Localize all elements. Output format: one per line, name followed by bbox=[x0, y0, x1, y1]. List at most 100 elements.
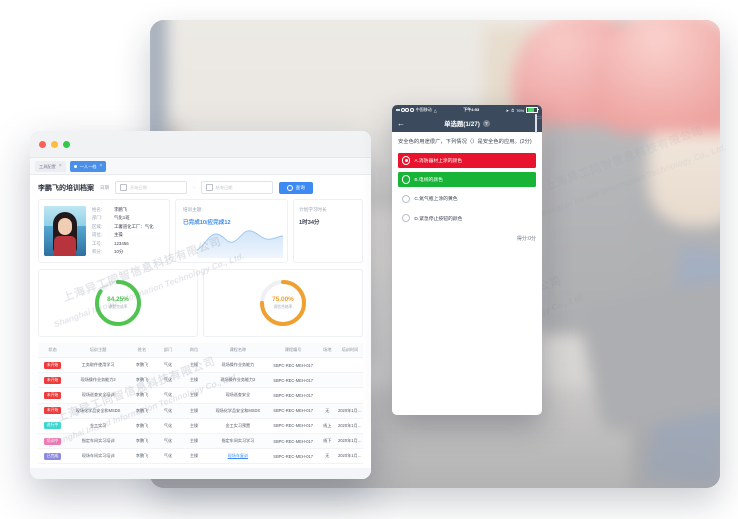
table-row[interactable]: 培训中 指定车间实习培训 李鹏飞 气化 主操 指定车间实习学习 SBPC-REC-MEH-0… bbox=[38, 433, 363, 450]
ring-caption: 课题完成率 bbox=[108, 305, 128, 309]
field-key: 姓名: bbox=[92, 207, 103, 212]
field-key: 岗位: bbox=[92, 232, 103, 238]
topic-label: 培训主题: bbox=[183, 207, 203, 212]
cell-place bbox=[317, 372, 337, 389]
answer-card-icon bbox=[535, 113, 537, 133]
cell-course: 现场巡查安全 bbox=[207, 387, 269, 404]
status-badge: 已完成 bbox=[43, 452, 62, 460]
cell-dept: 气化 bbox=[155, 357, 181, 374]
table-row[interactable]: 已完成 现场车间实习培训 李鹏飞 气化 主操 现场车复训 SBPC-REC-MEH-017 无… bbox=[38, 448, 363, 465]
help-icon[interactable]: ? bbox=[482, 120, 490, 127]
cell-status: 已完成 bbox=[38, 448, 68, 465]
training-table: 状态 培训主题 姓名 部门 岗位 课程名称 课程编号 场地 培训时间 未开始 工务… bbox=[38, 343, 363, 465]
window-maximize-button[interactable] bbox=[63, 140, 70, 148]
cell-topic: 现场操作业务能力2 bbox=[67, 372, 129, 389]
back-arrow-icon[interactable]: ← bbox=[397, 118, 405, 128]
tab-active-dot-icon bbox=[73, 164, 77, 168]
option-d[interactable]: D.紧急停止按钮的颜色 bbox=[398, 211, 536, 226]
th-time[interactable]: 培训时间 bbox=[337, 343, 363, 358]
question-body: 安全色的用途很广，下列情况（）是安全色的应用。(2分) A.消防器材上涂的颜色 … bbox=[392, 132, 542, 248]
tab-close-icon[interactable]: × bbox=[58, 162, 62, 169]
browser-window: 工具配置 × 一人一档 × 李鹏飞的培训档案 日期 开始日期 - bbox=[30, 131, 371, 479]
end-date-input[interactable]: 结束日期 bbox=[200, 181, 273, 194]
cell-status: 培训中 bbox=[38, 433, 68, 450]
course-link[interactable]: 现场车复训 bbox=[227, 453, 249, 459]
cell-dept: 气化 bbox=[155, 418, 181, 434]
radio-icon bbox=[402, 175, 411, 184]
ring-caption: 测验合格率 bbox=[273, 305, 293, 309]
option-b[interactable]: B.电线的颜色 bbox=[398, 172, 536, 188]
th-course[interactable]: 课程名称 bbox=[207, 343, 269, 358]
cell-post: 主操 bbox=[181, 403, 207, 419]
alarm-icon: ⏱ bbox=[511, 107, 515, 113]
option-a[interactable]: A.消防器材上涂的颜色 bbox=[398, 153, 536, 168]
page-body: 李鹏飞的培训档案 日期 开始日期 - 结束日期 查询 bbox=[30, 175, 371, 479]
option-label: A.消防器材上涂的颜色 bbox=[414, 158, 463, 164]
th-code[interactable]: 课程编号 bbox=[268, 343, 318, 358]
cell-code: SBPC-REC-MEH-017 bbox=[268, 403, 318, 419]
cell-topic: 现场巡查安全培训 bbox=[67, 387, 129, 404]
end-date-placeholder: 结束日期 bbox=[215, 184, 233, 190]
cell-course[interactable]: 现场车复训 bbox=[207, 448, 269, 465]
th-place[interactable]: 场地 bbox=[317, 343, 337, 358]
th-name[interactable]: 姓名 bbox=[129, 343, 155, 358]
th-status[interactable]: 状态 bbox=[38, 343, 68, 358]
course-completion-ring: 84.25% 课题完成率 bbox=[92, 277, 144, 329]
table-row[interactable]: 未开始 现场操作业务能力2 李鹏飞 气化 主操 现场操作业务能力2 SBPC-REC-MEH… bbox=[38, 372, 363, 389]
tab-tool-config[interactable]: 工具配置 × bbox=[35, 160, 66, 172]
phone-mockup: 中国移动 △ 下午4:53 ➤ ⏱ 76% ← 单选题(1/27) ? 安全色的… bbox=[392, 105, 542, 415]
answer-card-button[interactable] bbox=[535, 113, 537, 133]
cell-place: 无 bbox=[317, 403, 337, 419]
th-dept[interactable]: 部门 bbox=[155, 343, 181, 358]
cell-post: 主操 bbox=[181, 433, 207, 450]
cell-topic: 工务取件使用学习 bbox=[67, 357, 129, 374]
window-minimize-button[interactable] bbox=[51, 140, 58, 148]
option-c[interactable]: C.氮气瓶上涂的黄色 bbox=[398, 192, 536, 207]
status-badge: 未开始 bbox=[43, 376, 62, 384]
cell-place bbox=[317, 387, 337, 404]
cell-name: 李鹏飞 bbox=[129, 403, 155, 419]
cell-place: 线上 bbox=[317, 418, 337, 434]
cell-time: 2020年1月最终签到记录 bbox=[337, 448, 363, 465]
cell-name: 李鹏飞 bbox=[129, 357, 155, 374]
table-row[interactable]: 未开始 现场化学品安全和MSDS 李鹏飞 气化 主操 现场化学品安全和MSDS SBPC-R… bbox=[38, 403, 363, 419]
cell-time bbox=[337, 372, 363, 389]
cell-code: SBPC-REC-MEH-017 bbox=[268, 433, 318, 450]
signal-icon bbox=[396, 108, 414, 112]
search-icon bbox=[286, 184, 293, 191]
table-row[interactable]: 未开始 现场巡查安全培训 李鹏飞 气化 主操 现场巡查安全 SBPC-REC-MEH-017 bbox=[38, 387, 363, 404]
phone-page-title: 单选题(1/27) bbox=[444, 121, 480, 128]
option-label: B.电线的颜色 bbox=[414, 178, 443, 184]
duration-label: 计划学习时长 bbox=[299, 207, 327, 212]
training-topic-card: 培训主题: 已完成10/应完成12 bbox=[175, 199, 288, 263]
table-row[interactable]: 进行中 金工实习 李鹏飞 气化 主操 金工实习预置 SBPC-REC-MEH-017 线上 20… bbox=[38, 418, 363, 434]
filter-toolbar: 李鹏飞的培训档案 日期 开始日期 - 结束日期 查询 bbox=[30, 175, 371, 199]
option-label: D.紧急停止按钮的颜色 bbox=[414, 216, 463, 222]
tab-one-person-one-file[interactable]: 一人一档 × bbox=[69, 160, 107, 172]
cell-dept: 气化 bbox=[155, 403, 181, 419]
start-date-input[interactable]: 开始日期 bbox=[115, 181, 187, 194]
option-label: C.氮气瓶上涂的黄色 bbox=[414, 197, 458, 203]
cell-course: 现场操作业务能力2 bbox=[207, 372, 269, 389]
tab-close-icon[interactable]: × bbox=[99, 162, 103, 169]
search-button[interactable]: 查询 bbox=[278, 181, 313, 194]
cell-status: 进行中 bbox=[38, 418, 68, 434]
radio-icon bbox=[402, 213, 411, 223]
window-close-button[interactable] bbox=[39, 140, 46, 148]
th-topic[interactable]: 培训主题 bbox=[67, 343, 129, 358]
cell-topic: 指定车间实习培训 bbox=[67, 433, 129, 450]
cell-post: 主操 bbox=[181, 448, 207, 465]
status-badge: 进行中 bbox=[43, 422, 62, 430]
th-post[interactable]: 岗位 bbox=[181, 343, 207, 358]
cell-time bbox=[337, 357, 363, 374]
status-badge: 未开始 bbox=[43, 407, 62, 415]
field-key: 工号: bbox=[92, 240, 103, 246]
employee-info-card: 姓名: 李鹏飞 部门: 气化1班 区域: 工署道化工厂：气化 岗位: bbox=[38, 199, 170, 263]
cell-code: SBPC-REC-MEH-017 bbox=[268, 418, 318, 434]
table-row[interactable]: 未开始 工务取件使用学习 李鹏飞 气化 主操 现场操作业务能力 SBPC-REC-MEH-0… bbox=[38, 357, 363, 374]
cell-topic: 金工实习 bbox=[67, 418, 129, 434]
table-header-row: 状态 培训主题 姓名 部门 岗位 课程名称 课程编号 场地 培训时间 bbox=[38, 343, 363, 358]
cell-code: SBPC-REC-MEH-017 bbox=[268, 387, 318, 404]
field-value: 10分 bbox=[114, 248, 124, 254]
calendar-icon bbox=[120, 184, 127, 191]
